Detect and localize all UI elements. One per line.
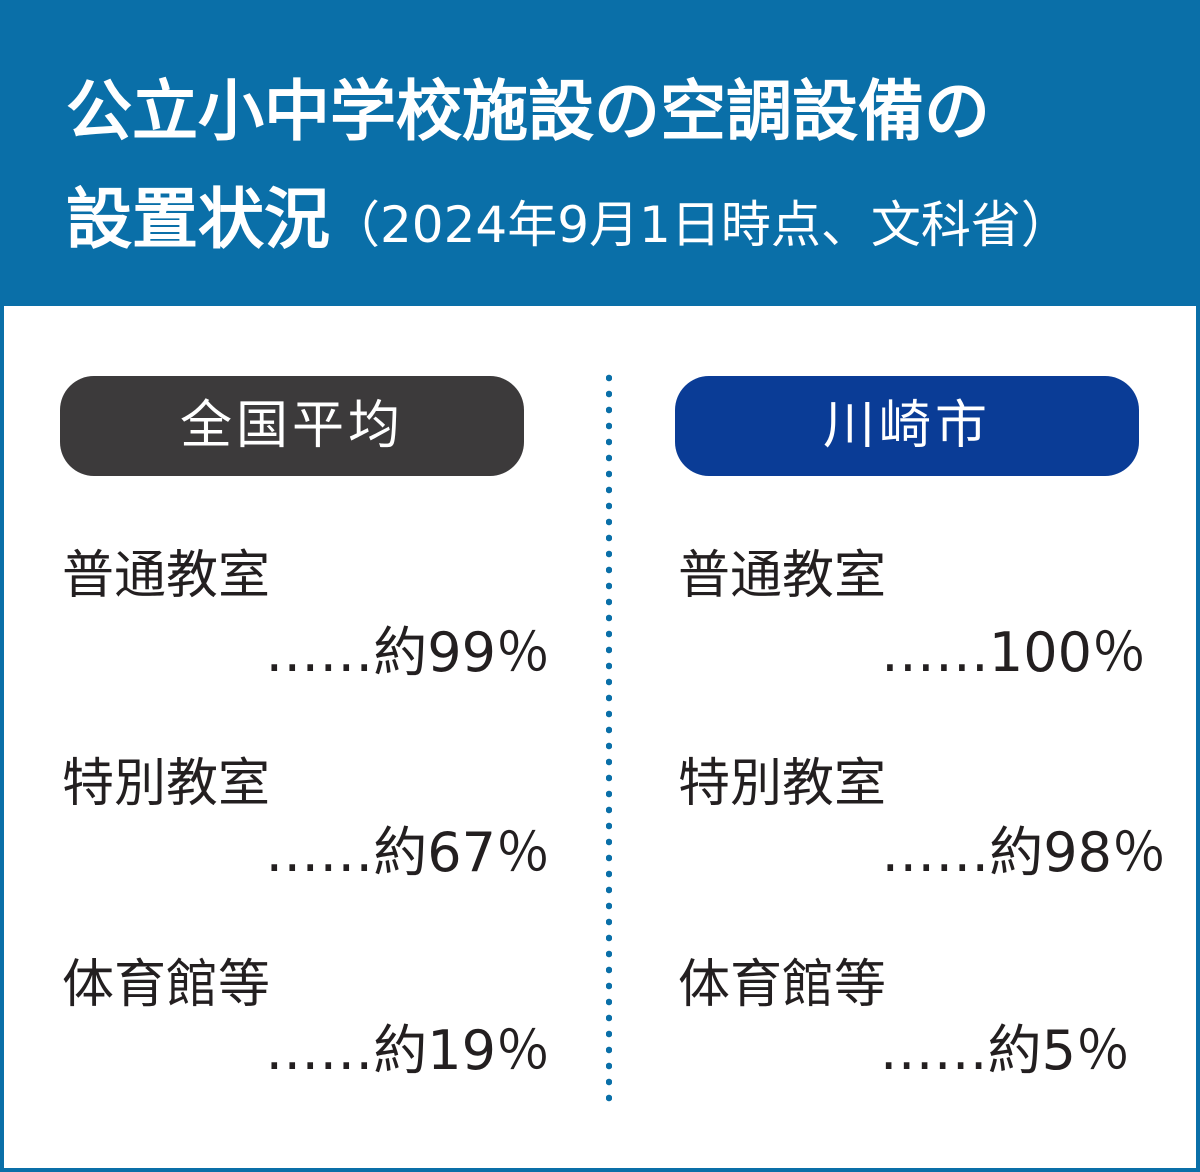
kawasaki-value-special: ……約98％ <box>881 821 1166 884</box>
kawasaki-category-ordinary: 普通教室 <box>678 546 887 606</box>
title-main: 設置状況 <box>66 181 330 258</box>
kawasaki-category-gym: 体育館等 <box>678 955 887 1015</box>
column-header-kawasaki: 川崎市 <box>675 376 1139 476</box>
title-subtitle: （2024年9月1日時点、文科省） <box>330 196 1071 254</box>
column-divider <box>606 370 612 1110</box>
national-value-ordinary: ……約99％ <box>265 621 550 684</box>
kawasaki-category-special: 特別教室 <box>678 754 887 814</box>
title-line-1: 公立小中学校施設の空調設備の <box>66 73 990 150</box>
kawasaki-value-gym: ……約5％ <box>879 1019 1130 1082</box>
national-value-special: ……約67％ <box>265 821 550 884</box>
kawasaki-value-ordinary: ……100％ <box>880 621 1146 684</box>
title-line-2: 設置状況（2024年9月1日時点、文科省） <box>66 180 1071 265</box>
national-category-gym: 体育館等 <box>62 955 271 1015</box>
column-header-national: 全国平均 <box>60 376 524 476</box>
header-banner: 公立小中学校施設の空調設備の 設置状況（2024年9月1日時点、文科省） <box>0 0 1200 306</box>
national-value-gym: ……約19％ <box>265 1019 550 1082</box>
national-category-special: 特別教室 <box>62 754 271 814</box>
national-category-ordinary: 普通教室 <box>62 546 271 606</box>
